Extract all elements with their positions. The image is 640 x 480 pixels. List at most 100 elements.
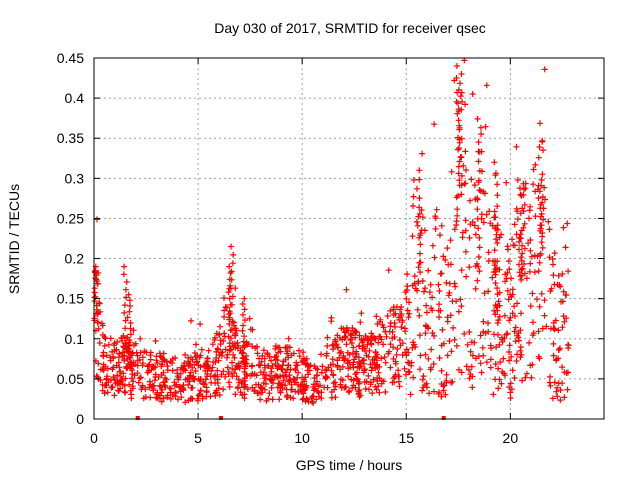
data-point (198, 346, 205, 353)
data-point (554, 393, 561, 400)
data-point (164, 392, 171, 399)
x-axis-label: GPS time / hours (296, 457, 403, 473)
data-point (535, 268, 542, 275)
data-point (231, 370, 237, 377)
data-point (173, 390, 179, 396)
data-point (324, 384, 331, 391)
data-point (296, 353, 303, 360)
data-point (480, 318, 487, 325)
data-point (275, 363, 282, 370)
data-point (455, 170, 462, 177)
data-point (378, 377, 385, 384)
data-point (498, 380, 505, 387)
data-point (352, 334, 359, 341)
data-point (354, 363, 361, 370)
data-point (242, 317, 248, 324)
data-point (518, 276, 525, 283)
data-point (543, 323, 550, 330)
data-point (380, 341, 387, 348)
data-point (559, 324, 566, 331)
data-point (508, 353, 515, 360)
data-point (403, 371, 409, 378)
data-point (284, 348, 291, 355)
data-point (512, 324, 519, 331)
data-point (556, 346, 562, 353)
data-point (115, 387, 122, 394)
data-point (417, 241, 424, 248)
data-point (523, 370, 530, 377)
data-point (189, 364, 196, 371)
data-point (349, 350, 356, 357)
data-point (229, 260, 236, 267)
data-point (126, 348, 133, 355)
data-point (539, 199, 546, 206)
data-point (416, 366, 423, 373)
data-point (259, 385, 265, 392)
data-point (490, 391, 497, 398)
data-point (128, 375, 135, 382)
data-point (190, 374, 196, 381)
data-point (147, 356, 154, 363)
data-point (565, 268, 572, 275)
data-point (496, 266, 503, 273)
data-point (545, 218, 552, 225)
data-point (471, 222, 478, 229)
data-point (409, 282, 416, 289)
data-point (134, 370, 141, 377)
data-point (506, 317, 513, 324)
data-point (397, 342, 404, 349)
y-tick-label: 0 (76, 411, 84, 427)
data-point (494, 181, 501, 188)
data-point (513, 358, 520, 364)
data-point (188, 317, 194, 324)
data-point (410, 203, 416, 209)
data-point (447, 237, 454, 244)
data-point (514, 177, 521, 183)
data-point (416, 234, 423, 241)
data-point (319, 363, 326, 370)
data-point (562, 244, 569, 251)
data-point (419, 376, 426, 383)
data-point (229, 293, 236, 300)
data-point (288, 352, 295, 359)
data-point (492, 225, 499, 232)
data-point (356, 332, 363, 339)
data-point (527, 362, 534, 369)
data-point (330, 380, 337, 387)
data-point (318, 351, 324, 358)
data-point (491, 208, 498, 215)
data-point (323, 350, 330, 357)
data-point (464, 341, 471, 348)
data-point (492, 302, 499, 309)
data-point (462, 248, 469, 255)
data-point (221, 313, 228, 320)
data-point (462, 101, 469, 108)
data-point (539, 171, 546, 178)
data-point (481, 290, 488, 297)
data-point (437, 307, 444, 314)
data-point (260, 347, 267, 354)
data-point (558, 298, 564, 305)
data-point (536, 144, 543, 150)
data-point (511, 221, 518, 228)
data-point (399, 317, 406, 324)
data-point (324, 343, 331, 349)
data-point (382, 389, 389, 395)
data-point (478, 131, 485, 138)
data-point (122, 286, 129, 293)
data-point (455, 308, 462, 315)
data-point (348, 330, 354, 337)
data-point (460, 162, 467, 169)
data-point (353, 375, 360, 382)
data-point (458, 267, 465, 274)
data-point (334, 357, 341, 364)
data-point (329, 341, 336, 348)
data-point (506, 266, 513, 273)
data-point (233, 373, 240, 380)
data-point (550, 340, 557, 347)
data-point (540, 216, 547, 223)
data-point (272, 361, 279, 367)
data-point (476, 268, 483, 275)
data-point (234, 385, 241, 392)
data-point (344, 360, 351, 367)
